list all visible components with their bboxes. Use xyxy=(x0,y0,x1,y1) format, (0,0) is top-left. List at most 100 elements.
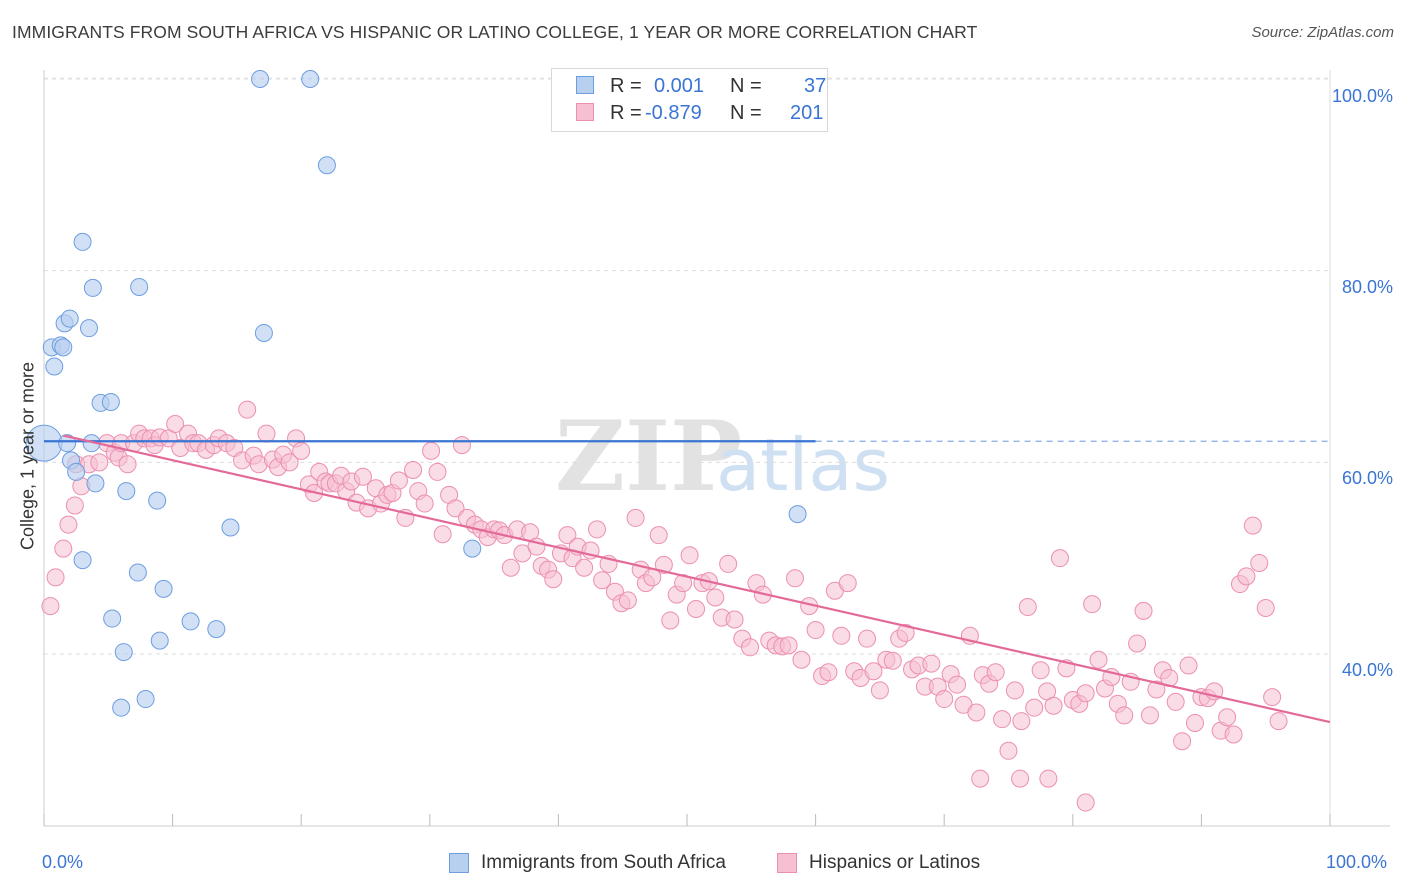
legend-swatch-blue xyxy=(449,853,469,873)
pink-point xyxy=(59,515,78,534)
pink-point xyxy=(838,574,857,593)
pink-point xyxy=(1147,680,1166,699)
pink-point xyxy=(967,703,986,722)
pink-point xyxy=(1250,553,1269,572)
pink-point xyxy=(1166,692,1185,711)
legend-n-value: 37 xyxy=(804,75,827,97)
pink-point xyxy=(948,675,967,694)
blue-point xyxy=(207,620,226,639)
pink-point xyxy=(1050,549,1069,568)
pink-point xyxy=(280,453,299,472)
pink-point xyxy=(1134,601,1153,620)
pink-point xyxy=(1076,793,1095,812)
pink-point xyxy=(864,662,883,681)
blue-point xyxy=(148,491,167,510)
pink-point xyxy=(896,623,915,642)
y-tick-100: 100.0% xyxy=(1331,86,1393,106)
blue-point xyxy=(154,579,173,598)
pink-point xyxy=(1011,769,1030,788)
legend-swatch-pink xyxy=(576,103,594,121)
pink-point xyxy=(792,650,811,669)
blue-point xyxy=(67,462,86,481)
pink-point xyxy=(404,461,423,479)
pink-point xyxy=(428,462,447,481)
blue-point xyxy=(221,518,240,537)
pink-point xyxy=(65,496,84,515)
pink-point xyxy=(1005,681,1024,700)
pink-point xyxy=(1083,595,1102,614)
pink-point xyxy=(1115,706,1134,725)
pink-point xyxy=(870,681,889,700)
chart-title: IMMIGRANTS FROM SOUTH AFRICA VS HISPANIC… xyxy=(12,22,978,42)
series-legend: Immigrants from South Africa Hispanics o… xyxy=(0,851,1406,879)
pink-point xyxy=(1173,732,1192,751)
pink-point xyxy=(558,526,577,545)
pink-point xyxy=(1031,661,1050,680)
watermark-atlas: atlas xyxy=(716,423,890,507)
pink-point xyxy=(1237,567,1256,586)
watermark-zip: ZIP xyxy=(555,400,742,513)
pink-point xyxy=(593,571,612,590)
pink-point xyxy=(1039,769,1058,788)
pink-point xyxy=(389,471,408,490)
pink-point xyxy=(1179,656,1198,675)
pink-point xyxy=(725,610,744,629)
pink-point xyxy=(626,508,645,527)
pink-point xyxy=(90,453,109,472)
pink-point xyxy=(883,651,902,670)
legend-swatch-blue xyxy=(576,76,594,94)
blue-point xyxy=(150,631,169,650)
blue-point xyxy=(181,612,200,631)
blue-point xyxy=(73,551,92,570)
legend-label: Immigrants from South Africa xyxy=(481,852,726,873)
pink-point xyxy=(971,769,990,788)
pink-point xyxy=(353,467,372,486)
pink-point xyxy=(575,558,594,577)
legend-r-label: R = xyxy=(610,75,642,97)
pink-point xyxy=(618,591,637,610)
blue-point xyxy=(301,70,320,88)
pink-point xyxy=(1224,725,1243,744)
blue-point xyxy=(251,70,270,88)
pink-point xyxy=(544,570,563,589)
pink-point xyxy=(674,574,693,593)
pink-point xyxy=(452,436,471,455)
pink-point xyxy=(661,611,680,630)
blue-point xyxy=(117,482,136,501)
blue-point xyxy=(58,434,77,453)
pink-point xyxy=(719,554,738,573)
blue-point xyxy=(54,338,73,357)
pink-point xyxy=(687,599,706,618)
pink-point xyxy=(118,455,137,474)
pink-point xyxy=(1218,708,1237,727)
pink-point xyxy=(446,499,465,518)
blue-point xyxy=(80,319,99,338)
legend-n-value: 201 xyxy=(790,102,824,124)
pink-point xyxy=(935,690,954,709)
pink-point xyxy=(238,400,257,419)
pink-point xyxy=(54,539,73,558)
blue-point xyxy=(112,698,131,717)
x-tick-100: 100.0% xyxy=(1326,852,1388,872)
pink-point xyxy=(1089,650,1108,669)
blue-point xyxy=(128,563,147,582)
pink-point xyxy=(415,494,434,513)
blue-point xyxy=(114,643,133,662)
legend-n-label: N = xyxy=(730,75,762,97)
y-tick-80: 80.0% xyxy=(1341,277,1393,297)
pink-point xyxy=(257,424,276,443)
pink-point xyxy=(1012,712,1031,731)
pink-point xyxy=(819,663,838,682)
legend-r-label: R = xyxy=(610,102,642,124)
pink-point xyxy=(779,636,798,655)
legend-r-value: -0.879 xyxy=(645,102,702,124)
pink-point xyxy=(501,558,520,577)
legend-swatch-pink xyxy=(777,853,797,873)
blue-point xyxy=(136,690,155,709)
pink-point xyxy=(741,638,760,657)
blue-point xyxy=(83,278,102,297)
pink-point xyxy=(680,546,699,565)
blue-point xyxy=(103,609,122,628)
blue-point xyxy=(463,539,482,558)
